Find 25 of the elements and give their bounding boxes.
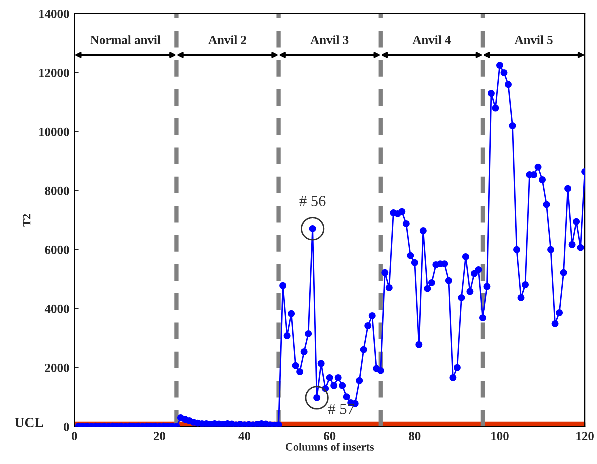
annotation: Anvil 2 xyxy=(208,36,246,44)
y-axis-title: T2 xyxy=(23,214,31,227)
x-tick-label: 60 xyxy=(324,432,336,441)
annotation: Normal anvil xyxy=(90,36,161,44)
y-tick-label: 6000 xyxy=(45,246,70,254)
x-tick-label: 100 xyxy=(492,432,509,441)
y-tick-label: 10000 xyxy=(40,128,70,136)
x-tick-label: 80 xyxy=(409,432,421,441)
y-tick-label: 0 xyxy=(64,422,70,432)
y-tick-label: 8000 xyxy=(45,186,70,196)
x-tick-label: 40 xyxy=(238,432,251,441)
x-tick-label: 0 xyxy=(72,432,78,441)
x-tick-label: 120 xyxy=(576,432,594,441)
x-tick-label: 20 xyxy=(154,432,166,441)
x-axis-title: Columns of inserts xyxy=(286,442,374,451)
y-tick-label: 2000 xyxy=(45,364,70,372)
annotation: # 57 xyxy=(328,404,354,414)
annotation: Anvil 4 xyxy=(412,36,451,44)
y-tick-label: 12000 xyxy=(40,68,70,78)
annotation: Anvil 3 xyxy=(310,36,349,44)
annotation: # 56 xyxy=(300,196,326,206)
y-tick-label: 4000 xyxy=(44,304,70,314)
annotation: Anvil 5 xyxy=(514,36,553,44)
y-tick-label: 14000 xyxy=(40,10,70,18)
ref-line-label: UCL xyxy=(15,418,44,428)
